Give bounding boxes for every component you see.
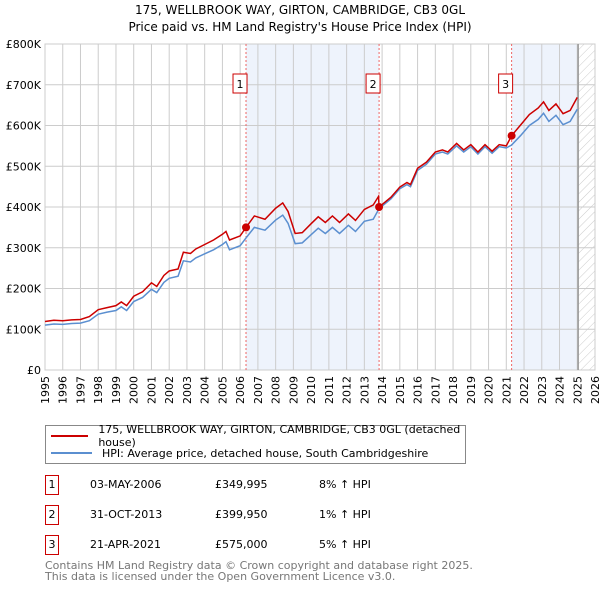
x-tick-label: 2004 (199, 376, 212, 404)
sale-price: £349,995 (215, 478, 268, 491)
x-tick-label: 2015 (394, 376, 407, 404)
legend: 175, WELLBROOK WAY, GIRTON, CAMBRIDGE, C… (45, 423, 466, 464)
sale-price: £399,950 (215, 508, 268, 521)
x-tick-label: 2008 (270, 376, 283, 404)
legend-item-hpi: HPI: Average price, detached house, Sout… (46, 445, 428, 461)
y-tick-label: £800K (6, 38, 42, 51)
y-tick-label: £100K (6, 323, 42, 336)
sale-hpi-diff: 8% ↑ HPI (319, 478, 371, 491)
footer-line: Contains HM Land Registry data © Crown c… (45, 559, 473, 572)
x-tick-label: 2022 (518, 376, 531, 404)
x-tick-label: 2018 (447, 376, 460, 404)
y-tick-label: £200K (6, 283, 42, 296)
sale-number: 2 (45, 505, 59, 525)
sale-row: 3 21-APR-2021 £575,000 5% ↑ HPI (45, 535, 495, 555)
sale-point (507, 131, 516, 140)
sale-label: 3 (502, 78, 509, 91)
y-tick-label: £400K (6, 201, 42, 214)
sale-label: 1 (237, 78, 244, 91)
plot-border (44, 43, 596, 371)
x-tick-label: 2013 (358, 376, 371, 404)
x-tick-label: 1999 (110, 376, 123, 404)
x-tick-label: 1995 (39, 376, 52, 404)
sale-number: 1 (45, 475, 59, 495)
sale-label-box (232, 73, 248, 94)
x-tick-label: 2006 (234, 376, 247, 404)
y-tick-label: £600K (6, 120, 42, 133)
sale-row: 2 31-OCT-2013 £399,950 1% ↑ HPI (45, 505, 495, 525)
sale-number: 3 (45, 535, 59, 555)
sale-hpi-diff: 1% ↑ HPI (319, 508, 371, 521)
chart-title: 175, WELLBROOK WAY, GIRTON, CAMBRIDGE, C… (135, 3, 465, 17)
price-chart: 175, WELLBROOK WAY, GIRTON, CAMBRIDGE, C… (6, 3, 600, 404)
sale-label: 2 (370, 78, 377, 91)
x-tick-label: 2016 (412, 376, 425, 404)
x-tick-label: 2012 (341, 376, 354, 404)
x-tick-label: 2026 (589, 376, 600, 404)
property-price-line (44, 97, 578, 323)
x-tick-label: 2001 (145, 376, 158, 404)
x-tick-label: 2003 (181, 376, 194, 404)
y-tick-label: £300K (6, 242, 42, 255)
sale-hpi-diff: 5% ↑ HPI (319, 538, 371, 551)
x-tick-label: 2017 (429, 376, 442, 404)
x-tick-label: 2021 (500, 376, 513, 404)
hpi-line (44, 108, 578, 326)
x-tick-label: 1997 (74, 376, 87, 404)
legend-label: 175, WELLBROOK WAY, GIRTON, CAMBRIDGE, C… (98, 423, 461, 449)
footer: Contains HM Land Registry data © Crown c… (45, 560, 473, 582)
x-tick-label: 2014 (376, 376, 389, 404)
x-tick-label: 2024 (554, 376, 567, 404)
y-tick-label: £700K (6, 79, 42, 92)
legend-item-property: 175, WELLBROOK WAY, GIRTON, CAMBRIDGE, C… (46, 423, 465, 449)
sale-row: 1 03-MAY-2006 £349,995 8% ↑ HPI (45, 475, 495, 495)
x-tick-label: 2005 (216, 376, 229, 404)
x-tick-label: 2009 (287, 376, 300, 404)
x-tick-label: 2023 (536, 376, 549, 404)
sale-label-box (498, 73, 514, 94)
sale-point (242, 223, 251, 232)
x-tick-label: 2025 (571, 376, 584, 404)
sale-date: 31-OCT-2013 (90, 508, 163, 521)
x-tick-label: 2007 (252, 376, 265, 404)
sale-date: 21-APR-2021 (90, 538, 162, 551)
chart-subtitle: Price paid vs. HM Land Registry's House … (128, 20, 471, 34)
sale-price: £575,000 (215, 538, 268, 551)
sale-point (375, 203, 384, 211)
x-tick-label: 2010 (305, 376, 318, 404)
legend-label: HPI: Average price, detached house, Sout… (102, 446, 429, 460)
x-tick-label: 1998 (92, 376, 105, 404)
x-tick-label: 2000 (128, 376, 141, 404)
x-tick-label: 2020 (483, 376, 496, 404)
footer-line: This data is licensed under the Open Gov… (45, 570, 396, 583)
x-tick-label: 2011 (323, 376, 336, 404)
x-tick-label: 2002 (163, 376, 176, 404)
y-tick-label: £500K (6, 160, 42, 173)
sale-label-box (365, 73, 381, 94)
x-tick-label: 2019 (465, 376, 478, 404)
sale-date: 03-MAY-2006 (90, 478, 162, 491)
x-tick-label: 1996 (57, 376, 70, 404)
y-tick-label: £0 (27, 364, 41, 377)
